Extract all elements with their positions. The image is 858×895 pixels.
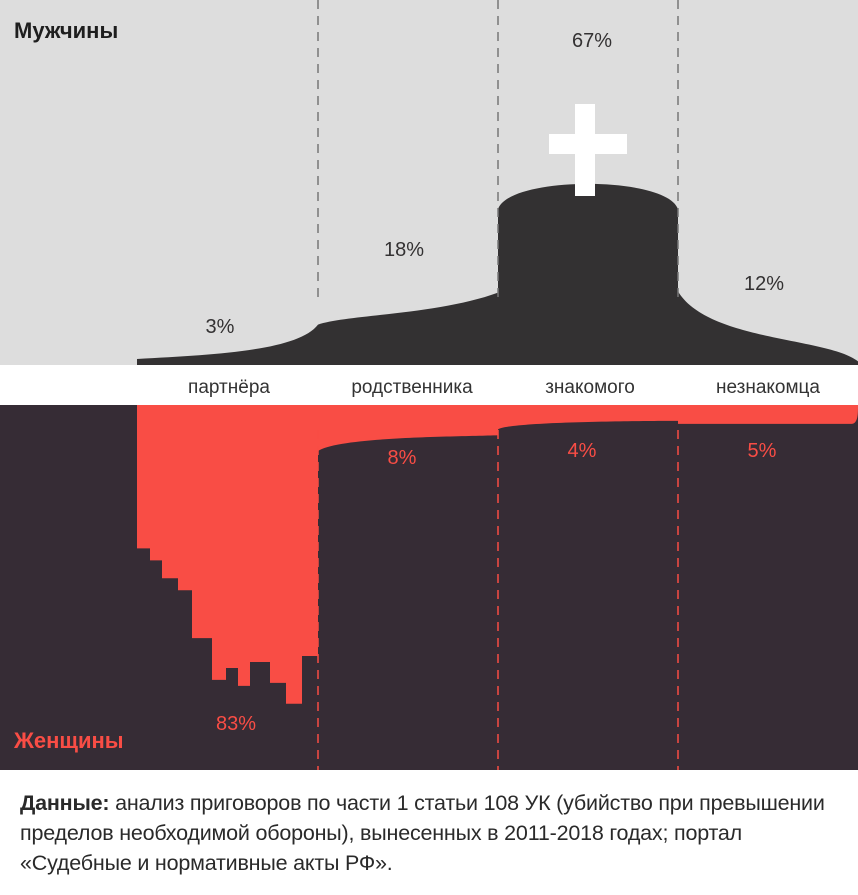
category-label: незнакомца [716, 377, 820, 398]
women-series-name: Женщины [13, 728, 124, 753]
footnote-text: анализ приговоров по части 1 статьи 108 … [20, 791, 825, 875]
men-value-label: 12% [744, 273, 784, 295]
footnote-label: Данные: [20, 791, 110, 815]
men-value-label: 67% [572, 30, 612, 52]
women-value-label: 83% [216, 713, 256, 735]
women-value-label: 4% [568, 440, 597, 462]
men-panel-background [0, 0, 858, 365]
category-strip [0, 365, 858, 405]
chart: Мужчины Женщины партнёра родственника знак… [0, 0, 858, 770]
men-value-label: 18% [384, 239, 424, 261]
category-label: знакомого [545, 377, 635, 398]
women-value-label: 5% [748, 440, 777, 462]
data-source-footnote: Данные: анализ приговоров по части 1 ста… [20, 788, 840, 878]
men-value-label: 3% [206, 316, 235, 338]
women-panel-background [0, 405, 858, 770]
men-series-name: Мужчины [14, 18, 118, 43]
category-label: родственника [351, 377, 473, 398]
category-label: партнёра [188, 377, 270, 398]
women-value-label: 8% [388, 447, 417, 469]
cross-icon [549, 104, 627, 196]
